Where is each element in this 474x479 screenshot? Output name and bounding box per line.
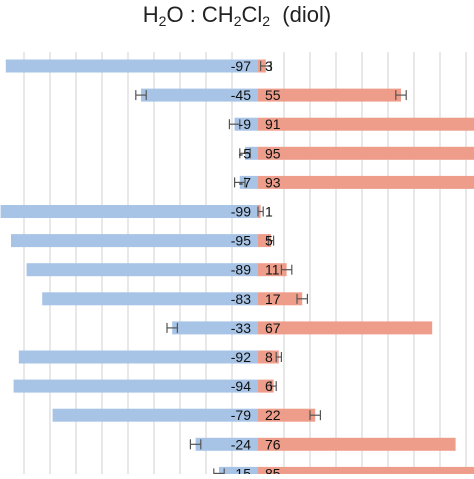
value-label-right: 67 [265,320,281,336]
title-subscript: 2 [233,13,242,29]
bar-left [141,88,258,102]
bar-right [258,263,287,277]
value-label-left: -83 [231,291,251,307]
bar-right [258,466,474,479]
value-label-right: 95 [265,145,281,161]
value-label-right: 76 [265,436,281,452]
value-label-right: 93 [265,174,281,190]
value-label-left: -7 [239,174,252,190]
value-label-left: -24 [231,436,251,452]
bar-right [258,379,274,393]
value-label-right: 8 [265,349,273,365]
value-label-left: -33 [231,320,251,336]
value-label-left: -45 [231,87,251,103]
value-label-left: -97 [231,58,251,74]
bar-left [0,205,258,218]
value-label-left: -99 [231,204,251,220]
value-label-right: 17 [265,291,281,307]
bar-right [258,350,279,364]
bar-right [258,292,303,306]
value-label-left: -15 [231,465,251,474]
value-label-right: 11 [265,262,280,278]
value-label-right: 5 [265,233,273,249]
bar-left [245,146,258,160]
bar-right [258,88,401,102]
bar-left [26,263,258,277]
value-label-left: -5 [239,145,252,161]
bar-left [195,437,258,451]
title-subscript: 2 [262,13,271,29]
bar-right [258,437,456,451]
value-label-right: 55 [265,87,281,103]
value-label-right: 1 [265,204,273,220]
value-label-left: -94 [231,378,251,394]
value-label-right: 6 [265,378,273,394]
bar-right [258,234,271,248]
value-label-left: -89 [231,262,251,278]
chart-title: H2O : CH2Cl2 (diol) [0,2,474,28]
bar-left [172,321,258,335]
value-label-right: 91 [265,116,281,132]
bar-left [52,408,258,422]
bar-left [18,350,258,364]
value-label-right: 85 [265,465,281,474]
bar-left [5,59,258,73]
value-label-right: 3 [265,58,273,74]
value-label-right: 22 [265,407,281,423]
bar-left [13,379,258,393]
title-part: Cl [241,2,263,27]
value-label-left: -9 [239,116,252,132]
value-label-left: -79 [231,407,251,423]
bar-right [258,175,474,189]
bar-right [258,408,316,422]
value-label-left: -95 [231,233,251,249]
title-subscript: 2 [158,13,167,29]
bar-right [258,117,474,131]
title-part: H [142,2,159,27]
value-label-left: -92 [231,349,251,365]
bar-left [42,292,259,306]
bar-right [258,146,474,160]
bar-left [11,234,258,248]
bar-left [239,175,258,189]
title-part: O : CH [166,2,234,27]
title-part: (diol) [270,2,332,27]
bar-right [258,321,433,335]
bar-left [234,117,258,131]
